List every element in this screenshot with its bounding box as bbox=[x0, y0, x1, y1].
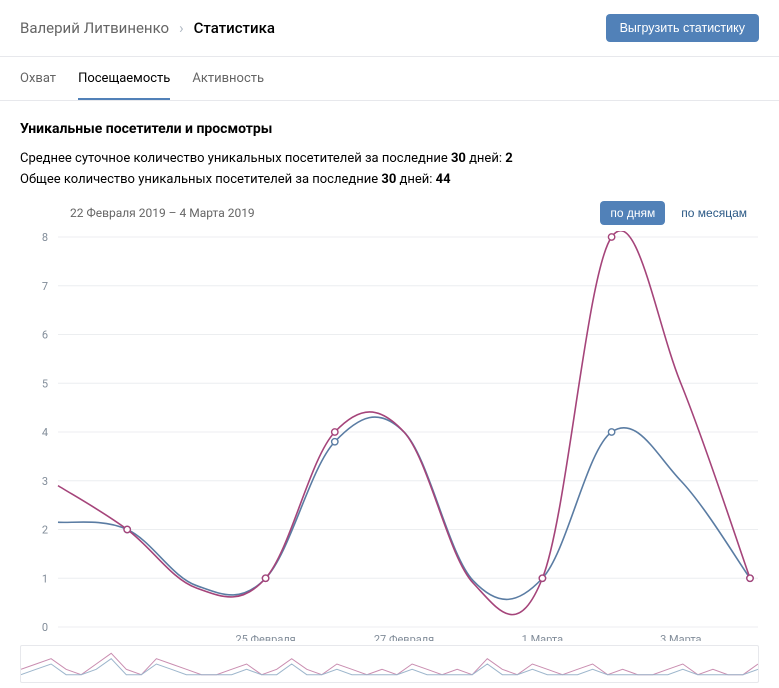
svg-text:7: 7 bbox=[42, 280, 48, 293]
svg-text:0: 0 bbox=[42, 621, 48, 634]
svg-text:1 Марта: 1 Марта bbox=[522, 633, 563, 641]
svg-text:6: 6 bbox=[42, 329, 48, 342]
stat-days: 30 bbox=[451, 151, 466, 166]
tab-activity[interactable]: Активность bbox=[192, 57, 264, 100]
chart-minimap[interactable] bbox=[20, 645, 759, 683]
stat-text: дней: bbox=[396, 172, 435, 187]
stat-total: Общее количество уникальных посетителей … bbox=[20, 172, 759, 187]
stat-value: 2 bbox=[505, 151, 512, 166]
chart-date-range: 22 Февраля 2019 – 4 Марта 2019 bbox=[70, 206, 255, 220]
tab-visits[interactable]: Посещаемость bbox=[78, 57, 170, 100]
stat-text: дней: bbox=[466, 151, 505, 166]
svg-text:2: 2 bbox=[42, 524, 48, 537]
svg-text:27 Февраля: 27 Февраля bbox=[374, 633, 434, 641]
section-title: Уникальные посетители и просмотры bbox=[20, 121, 759, 137]
export-statistics-button[interactable]: Выгрузить статистику bbox=[606, 14, 759, 42]
breadcrumb: Валерий Литвиненко › Статистика bbox=[20, 19, 275, 37]
main-chart[interactable]: 0 1 2 3 4 5 6 7 8 25 Февраля 27 Февраля 1 Марта 3 Ма… bbox=[20, 231, 759, 641]
stat-text: Среднее суточное количество уникальных п… bbox=[20, 151, 451, 166]
svg-text:4: 4 bbox=[42, 426, 48, 439]
svg-text:1: 1 bbox=[42, 572, 48, 585]
page-title: Статистика bbox=[194, 19, 275, 37]
tabs: Охват Посещаемость Активность bbox=[0, 57, 779, 101]
svg-text:25 Февраля: 25 Февраля bbox=[235, 633, 295, 641]
stat-days: 30 bbox=[381, 172, 396, 187]
stat-avg-daily: Среднее суточное количество уникальных п… bbox=[20, 151, 759, 166]
svg-text:3 Марта: 3 Марта bbox=[660, 633, 701, 641]
chevron-right-icon: › bbox=[179, 19, 184, 37]
toggle-by-months[interactable]: по месяцам bbox=[671, 201, 757, 225]
stat-value: 44 bbox=[436, 172, 451, 187]
tab-reach[interactable]: Охват bbox=[20, 57, 56, 100]
svg-text:5: 5 bbox=[42, 377, 48, 390]
period-toggle: по дням по месяцам bbox=[600, 201, 757, 225]
svg-text:3: 3 bbox=[42, 475, 48, 488]
svg-text:8: 8 bbox=[42, 231, 48, 244]
toggle-by-days[interactable]: по дням bbox=[600, 201, 665, 225]
breadcrumb-user[interactable]: Валерий Литвиненко bbox=[20, 19, 169, 37]
stat-text: Общее количество уникальных посетителей … bbox=[20, 172, 381, 187]
